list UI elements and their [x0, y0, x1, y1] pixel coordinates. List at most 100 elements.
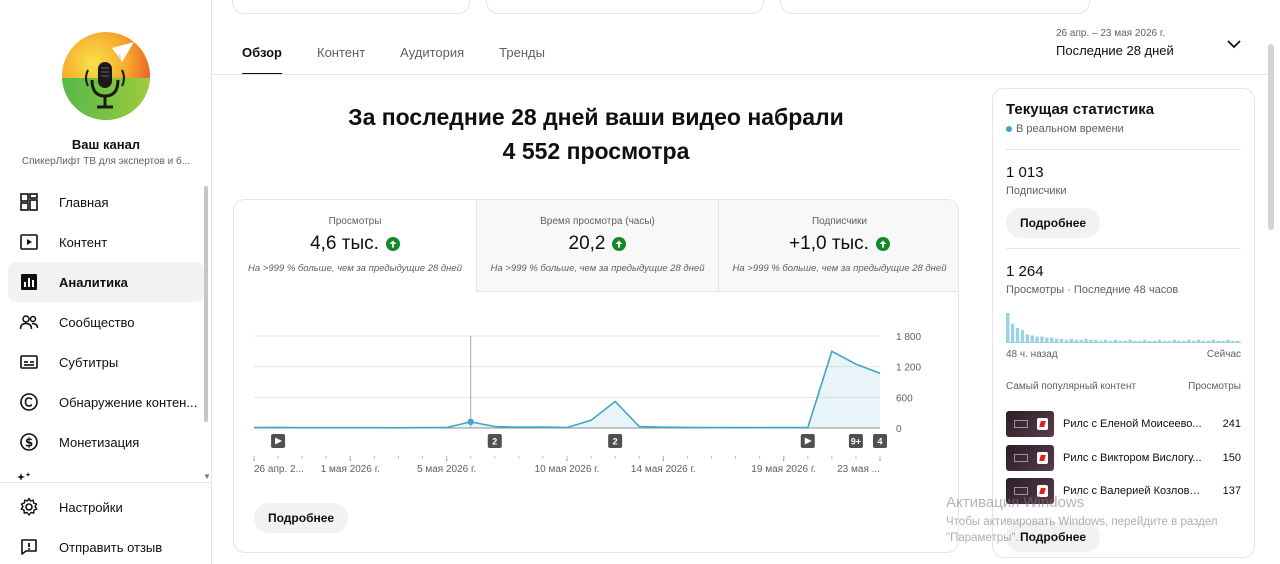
scroll-down-icon[interactable]: ▼: [203, 472, 211, 481]
video-thumbnail: [1006, 411, 1054, 437]
overview-card: Просмотры 4,6 тыс. На >999 % больше, чем…: [233, 199, 959, 553]
sidebar-scrollbar[interactable]: [204, 186, 208, 422]
video-icon: [18, 231, 40, 253]
overview-more-button[interactable]: Подробнее: [254, 503, 349, 533]
metric-label: Подписчики: [811, 216, 867, 227]
realtime-bar: [1177, 340, 1181, 343]
metric-value: +1,0 тыс.: [719, 233, 958, 255]
sidebar-item-label: Монетизация: [59, 434, 140, 450]
realtime-bar: [1157, 339, 1162, 343]
sidebar-item-label: Контент: [59, 234, 108, 250]
metric-label: Просмотры: [328, 216, 382, 227]
community-icon: [18, 311, 40, 333]
realtime-subscribers-label: Подписчики: [1006, 185, 1067, 197]
top-cards-partial: [232, 0, 1242, 14]
divider: [1006, 248, 1241, 249]
realtime-bar: [1045, 337, 1049, 343]
sidebar-item-label: Сообщество: [59, 314, 135, 330]
arrow-up-icon: [385, 237, 400, 251]
top-content-row[interactable]: Рилс с Еленой Моисеево... 241: [1006, 410, 1241, 438]
top-content-label: Самый популярный контент: [1006, 381, 1137, 392]
realtime-bar: [1231, 340, 1235, 343]
windows-activation-title: Активация Windows: [946, 494, 1085, 511]
hover-point: [467, 418, 474, 426]
page-scrollbar[interactable]: [1268, 44, 1274, 230]
arrow-up-icon: [875, 237, 890, 251]
date-range-selector[interactable]: 26 апр. – 23 мая 2026 г. Последние 28 дн…: [1056, 28, 1174, 58]
realtime-bar: [1143, 339, 1147, 343]
x-tick-label: 14 мая 2026 г.: [631, 464, 696, 475]
y-tick-label: 600: [896, 393, 913, 404]
realtime-bar: [1094, 339, 1098, 343]
realtime-bar: [1138, 340, 1142, 343]
play-icon: [275, 437, 283, 445]
tab-content[interactable]: Контент: [317, 45, 366, 60]
realtime-bar: [1152, 340, 1157, 343]
copyright-icon: [18, 391, 40, 413]
sidebar: Ваш канал СпикерЛифт ТВ для экспертов и …: [0, 0, 212, 564]
realtime-title: Текущая статистика: [1006, 101, 1155, 118]
metric-tabs: Просмотры 4,6 тыс. На >999 % больше, чем…: [234, 200, 958, 292]
sidebar-item-subtitles[interactable]: Субтитры: [8, 342, 204, 382]
marker-box: [848, 434, 863, 448]
realtime-bar: [1064, 339, 1069, 343]
headline-line2: 4 552 просмотра: [502, 138, 690, 164]
top-content-title: Рилс с Еленой Моисеево...: [1063, 418, 1202, 430]
realtime-bar-chart[interactable]: [1006, 311, 1241, 343]
marker-count: 9+: [851, 437, 861, 447]
realtime-bar: [1192, 340, 1196, 343]
sidebar-item-partial: [8, 468, 204, 480]
realtime-more-button[interactable]: Подробнее: [1006, 208, 1101, 238]
top-content-metric: Просмотры: [1188, 381, 1241, 392]
tab-audience[interactable]: Аудитория: [400, 45, 465, 60]
views-chart[interactable]: 1 800 1 200 600 0 2 2 9+ 4 26 апр. 2... 1 мая 202…: [234, 328, 959, 478]
realtime-bar: [1084, 338, 1088, 343]
sidebar-item-home[interactable]: Главная: [8, 182, 204, 222]
tab-trends[interactable]: Тренды: [499, 45, 545, 60]
sidebar-item-label: Аналитика: [59, 274, 128, 290]
channel-subtitle[interactable]: СпикерЛифт ТВ для экспертов и б...: [21, 156, 191, 167]
realtime-bar: [1172, 339, 1176, 343]
realtime-bar: [1050, 337, 1054, 343]
top-content-title: Рилс с Виктором Вислогу...: [1063, 452, 1202, 464]
sidebar-item-monetization[interactable]: $ Монетизация: [8, 422, 204, 462]
realtime-bar: [1133, 340, 1137, 343]
metric-views[interactable]: Просмотры 4,6 тыс. На >999 % больше, чем…: [234, 200, 476, 292]
top-content-more-button[interactable]: Подробнее: [1006, 522, 1101, 552]
sidebar-item-content[interactable]: Контент: [8, 222, 204, 262]
sidebar-item-content-detection[interactable]: Обнаружение контен...: [8, 382, 204, 422]
realtime-bar: [1236, 340, 1240, 343]
realtime-bar: [1113, 339, 1118, 343]
sidebar-item-community[interactable]: Сообщество: [8, 302, 204, 342]
video-count-marker: 9+: [848, 434, 863, 448]
page-headline: За последние 28 дней ваши видео набрали …: [296, 100, 896, 168]
sidebar-item-settings[interactable]: Настройки: [8, 487, 212, 527]
video-thumbnail: [1006, 478, 1054, 504]
metric-value-text: 4,6 тыс.: [310, 233, 379, 254]
top-content-row[interactable]: Рилс с Валерией Козлово... 137: [1006, 477, 1241, 505]
top-content-row[interactable]: Рилс с Виктором Вислогу... 150: [1006, 444, 1241, 472]
realtime-bar: [1187, 339, 1191, 343]
sidebar-item-label: Отправить отзыв: [59, 539, 163, 555]
tab-overview[interactable]: Обзор: [232, 33, 292, 75]
realtime-bar: [1010, 323, 1015, 343]
metric-watch-time[interactable]: Время просмотра (часы) 20,2 На >999 % бо…: [476, 200, 718, 292]
marker-box: [608, 434, 623, 448]
metric-subscribers[interactable]: Подписчики +1,0 тыс. На >999 % больше, ч…: [718, 200, 958, 292]
sidebar-item-feedback[interactable]: Отправить отзыв: [8, 527, 212, 564]
realtime-axis-end: Сейчас: [1206, 349, 1241, 360]
top-content-views: 150: [1222, 452, 1241, 464]
series-area: [254, 351, 880, 428]
play-icon: [804, 437, 812, 445]
sidebar-item-analytics[interactable]: Аналитика: [8, 262, 204, 302]
channel-avatar[interactable]: [62, 32, 150, 120]
y-tick-label: 1 200: [896, 363, 921, 374]
metric-note: На >999 % больше, чем за предыдущие 28 д…: [248, 263, 462, 274]
x-tick-label: 23 мая ...: [837, 464, 880, 475]
realtime-bar: [1006, 313, 1010, 343]
video-marker: [271, 434, 286, 448]
realtime-bar: [1221, 340, 1225, 343]
realtime-live-label: В реальном времени: [1016, 123, 1124, 135]
chevron-down-icon[interactable]: [1224, 36, 1244, 57]
feedback-icon: [18, 536, 40, 558]
